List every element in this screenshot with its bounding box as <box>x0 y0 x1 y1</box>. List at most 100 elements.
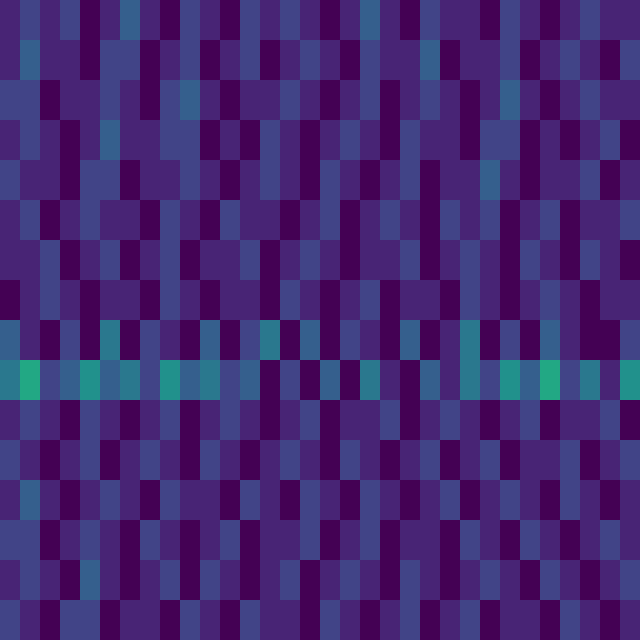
cell <box>180 160 201 201</box>
cell <box>580 120 601 161</box>
cell <box>500 400 521 441</box>
cell <box>460 160 481 201</box>
cell <box>260 80 281 121</box>
cell <box>220 120 241 161</box>
cell <box>480 560 501 601</box>
cell <box>300 360 321 401</box>
cell <box>60 120 81 161</box>
cell <box>340 400 361 441</box>
cell <box>540 40 561 81</box>
cell <box>400 240 421 281</box>
cell <box>40 480 61 521</box>
cell <box>380 520 401 561</box>
cell <box>460 120 481 161</box>
cell <box>320 560 341 601</box>
cell <box>260 440 281 481</box>
cell <box>240 120 261 161</box>
cell <box>380 40 401 81</box>
cell <box>220 40 241 81</box>
cell <box>260 120 281 161</box>
cell <box>560 200 581 241</box>
cell <box>120 360 141 401</box>
cell <box>80 120 101 161</box>
cell <box>100 560 121 601</box>
cell <box>340 40 361 81</box>
cell <box>500 0 521 41</box>
cell <box>120 600 141 640</box>
cell <box>240 560 261 601</box>
cell <box>440 520 461 561</box>
cell <box>420 320 441 361</box>
cell <box>140 80 161 121</box>
cell <box>0 520 21 561</box>
cell <box>240 480 261 521</box>
cell <box>280 240 301 281</box>
cell <box>520 520 541 561</box>
cell <box>540 360 561 401</box>
cell <box>440 360 461 401</box>
cell <box>320 240 341 281</box>
cell <box>220 520 241 561</box>
cell <box>100 280 121 321</box>
cell <box>560 520 581 561</box>
cell <box>360 0 381 41</box>
cell <box>300 120 321 161</box>
cell <box>360 80 381 121</box>
cell <box>120 120 141 161</box>
cell <box>260 400 281 441</box>
cell <box>540 80 561 121</box>
cell <box>520 120 541 161</box>
cell <box>520 360 541 401</box>
cell <box>460 600 481 640</box>
cell <box>420 360 441 401</box>
cell <box>460 360 481 401</box>
cell <box>60 560 81 601</box>
cell <box>420 0 441 41</box>
cell <box>320 360 341 401</box>
cell <box>240 520 261 561</box>
cell <box>360 160 381 201</box>
cell <box>200 0 221 41</box>
cell <box>420 480 441 521</box>
cell <box>520 560 541 601</box>
cell <box>180 400 201 441</box>
cell <box>280 480 301 521</box>
cell <box>380 0 401 41</box>
cell <box>400 40 421 81</box>
cell <box>300 480 321 521</box>
cell <box>80 160 101 201</box>
cell <box>380 280 401 321</box>
cell <box>440 600 461 640</box>
cell <box>120 440 141 481</box>
cell <box>160 400 181 441</box>
cell <box>260 480 281 521</box>
cell <box>560 320 581 361</box>
cell <box>520 160 541 201</box>
cell <box>160 240 181 281</box>
cell <box>420 240 441 281</box>
cell <box>100 600 121 640</box>
cell <box>160 200 181 241</box>
cell <box>0 400 21 441</box>
cell <box>260 40 281 81</box>
cell <box>420 80 441 121</box>
cell <box>200 440 221 481</box>
cell <box>40 40 61 81</box>
cell <box>100 160 121 201</box>
cell <box>180 240 201 281</box>
cell <box>440 480 461 521</box>
cell <box>400 440 421 481</box>
cell <box>60 320 81 361</box>
cell <box>100 440 121 481</box>
cell <box>600 560 621 601</box>
cell <box>40 520 61 561</box>
cell <box>80 400 101 441</box>
cell <box>40 80 61 121</box>
cell <box>160 520 181 561</box>
cell <box>460 520 481 561</box>
cell <box>300 280 321 321</box>
cell <box>140 120 161 161</box>
cell <box>0 480 21 521</box>
cell <box>380 200 401 241</box>
cell <box>580 40 601 81</box>
